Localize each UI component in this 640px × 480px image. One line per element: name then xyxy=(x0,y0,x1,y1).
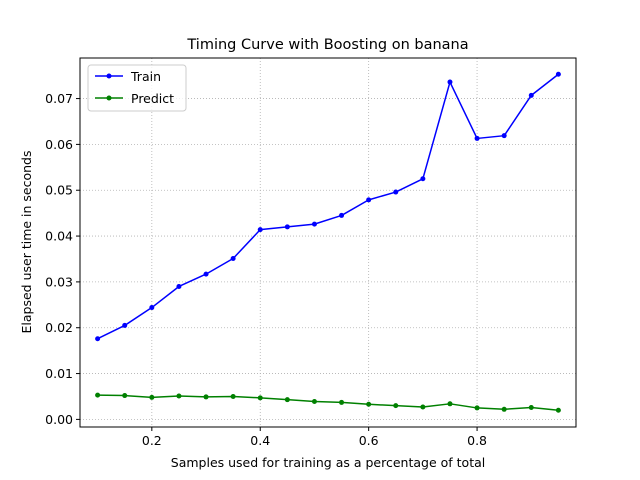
series-predict-point xyxy=(95,392,101,398)
series-train-point xyxy=(366,197,372,203)
series-predict-point xyxy=(447,401,453,407)
series-predict-line xyxy=(97,394,559,411)
series-train-point xyxy=(149,305,155,311)
legend-train-marker xyxy=(106,73,112,79)
y-tick-label: 0.05 xyxy=(45,183,73,198)
series-train-point xyxy=(257,227,263,233)
y-tick-label: 0.04 xyxy=(45,229,73,244)
series-train-point xyxy=(284,224,290,230)
series-predict-point xyxy=(393,403,399,409)
grid xyxy=(80,58,576,427)
y-tick-label: 0.02 xyxy=(45,320,73,335)
series-train-point xyxy=(393,189,399,195)
series-train-point xyxy=(230,256,236,262)
series-predict-point xyxy=(420,404,426,410)
series-train-point xyxy=(555,71,561,77)
series-predict-point xyxy=(339,399,345,405)
y-axis-label: Elapsed user time in seconds xyxy=(19,151,34,334)
series-train-point xyxy=(420,176,426,182)
series-predict-point xyxy=(555,407,561,413)
x-tick-label: 0.2 xyxy=(142,433,162,448)
series-predict-point xyxy=(528,404,534,410)
y-tick-label: 0.00 xyxy=(45,412,73,427)
y-tick-label: 0.07 xyxy=(45,91,73,106)
x-tick-label: 0.4 xyxy=(250,433,270,448)
x-tick-label: 0.8 xyxy=(467,433,487,448)
series-predict-point xyxy=(203,394,209,400)
series-predict-point xyxy=(501,406,507,412)
x-axis-label: Samples used for training as a percentag… xyxy=(171,455,485,470)
series-train-point xyxy=(122,322,128,328)
legend-predict-marker xyxy=(106,95,112,101)
series-predict-point xyxy=(366,401,372,407)
series-train-point xyxy=(528,92,534,98)
y-tick-label: 0.01 xyxy=(45,366,73,381)
plot-frame xyxy=(79,57,577,428)
series-predict-point xyxy=(230,393,236,399)
y-axis-ticks: 0.00 0.01 0.02 0.03 0.04 0.05 0.06 0.07 xyxy=(45,91,80,427)
series-predict-point xyxy=(149,394,155,400)
series-train-point xyxy=(474,135,480,141)
series-predict-point xyxy=(122,393,128,399)
series-train-point xyxy=(95,336,101,342)
series-layer xyxy=(95,71,561,413)
series-train-point xyxy=(501,133,507,139)
series-predict-point xyxy=(176,393,182,399)
x-tick-label: 0.6 xyxy=(359,433,379,448)
series-predict-point xyxy=(284,397,290,403)
legend-train-label: Train xyxy=(130,69,161,84)
legend: Train Predict xyxy=(87,64,187,112)
series-train-point xyxy=(339,212,345,218)
series-train-line xyxy=(97,73,559,340)
series-train-point xyxy=(176,283,182,289)
x-axis-ticks: 0.2 0.4 0.6 0.8 xyxy=(142,427,487,448)
legend-predict-label: Predict xyxy=(131,91,174,106)
y-tick-label: 0.06 xyxy=(45,137,73,152)
series-train-point xyxy=(203,271,209,277)
series-predict-point xyxy=(257,395,263,401)
series-train-point xyxy=(311,221,317,227)
y-tick-label: 0.03 xyxy=(45,274,73,289)
series-train-point xyxy=(447,79,453,85)
series-predict-point xyxy=(311,399,317,405)
series-predict-point xyxy=(474,405,480,411)
chart-title: Timing Curve with Boosting on banana xyxy=(186,37,468,53)
